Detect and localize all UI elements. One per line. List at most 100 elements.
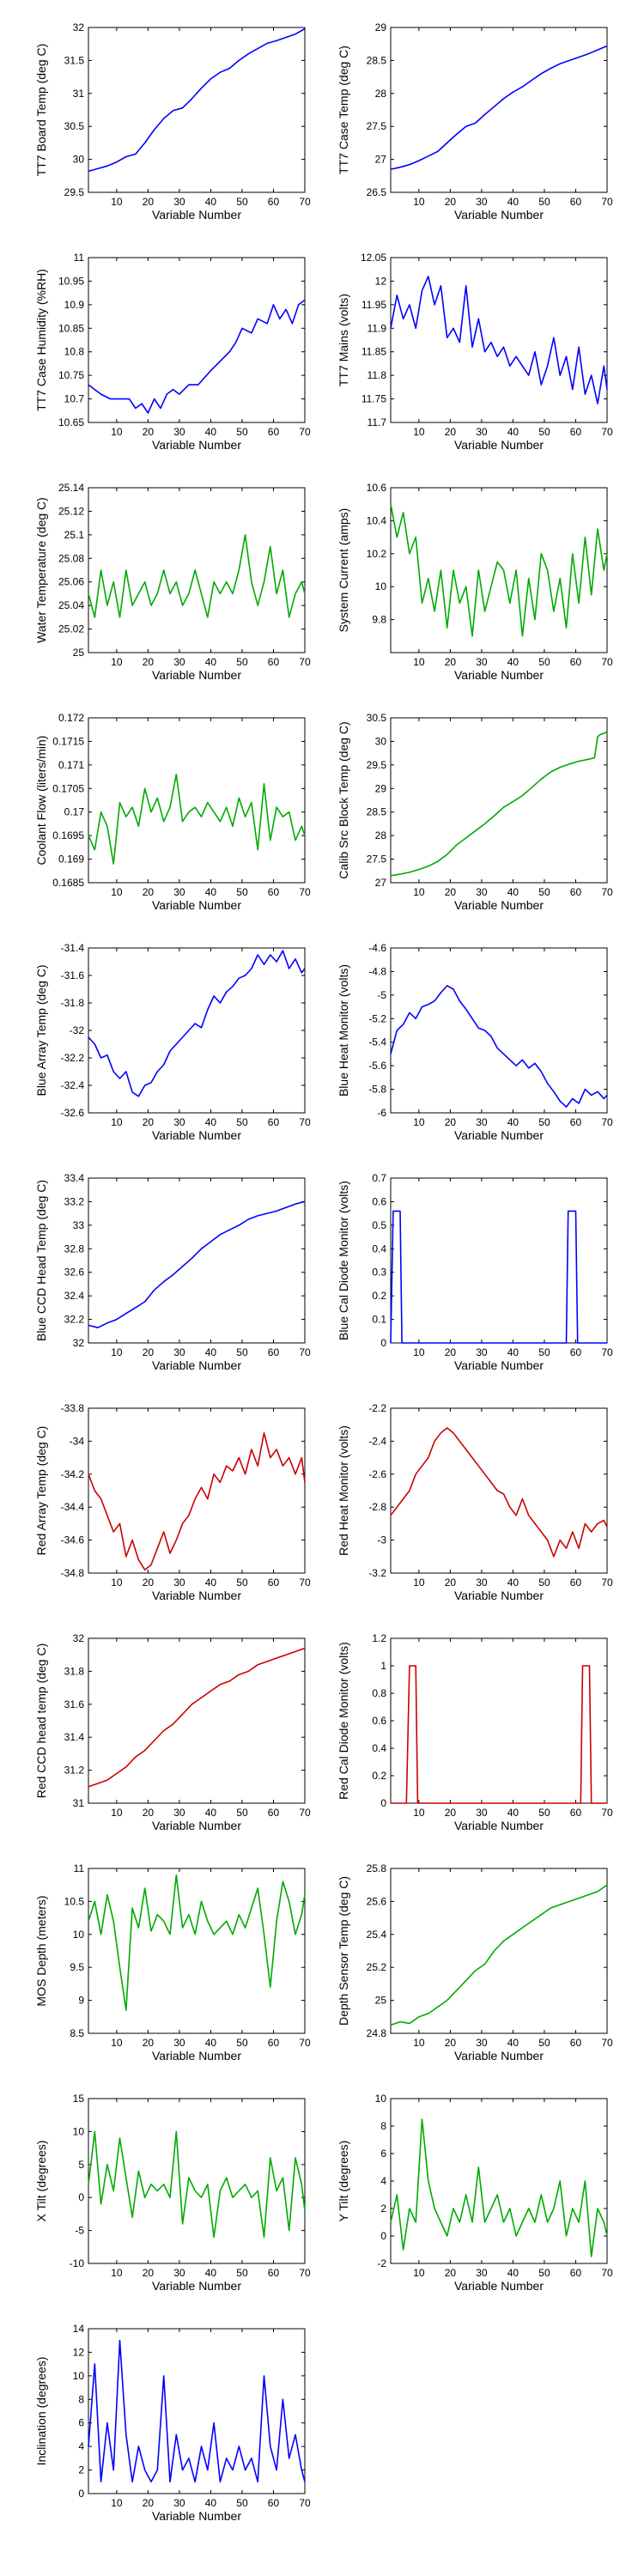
x-tick-label: 10 xyxy=(413,2037,425,2049)
x-tick-label: 70 xyxy=(601,886,613,898)
series-line xyxy=(390,45,608,170)
y-tick-label: 33.4 xyxy=(64,1172,85,1184)
x-tick-label: 40 xyxy=(205,2267,217,2279)
y-tick-label: 0.3 xyxy=(372,1267,386,1279)
y-tick-label: -2.2 xyxy=(368,1402,386,1414)
x-tick-label: 50 xyxy=(538,1577,550,1589)
x-tick-label: 40 xyxy=(205,1346,217,1358)
x-tick-label: 30 xyxy=(173,426,185,438)
y-tick-label: 31.6 xyxy=(64,1698,85,1710)
x-tick-label: 20 xyxy=(445,1577,457,1589)
y-tick-label: 0 xyxy=(380,2230,386,2242)
x-tick-label: 30 xyxy=(476,196,488,208)
plot-frame xyxy=(88,717,306,884)
x-tick-label: 30 xyxy=(476,656,488,668)
x-tick-label: 10 xyxy=(413,426,425,438)
x-tick-label: 10 xyxy=(413,1807,425,1819)
x-tick-label: 40 xyxy=(205,2497,217,2509)
x-tick-label: 70 xyxy=(299,886,311,898)
x-tick-label: 20 xyxy=(143,656,155,668)
y-tick-label: -3 xyxy=(377,1534,386,1546)
x-tick-label: 60 xyxy=(268,2267,280,2279)
y-tick-label: 2 xyxy=(78,2464,84,2476)
x-axis-label: Variable Number xyxy=(152,2509,241,2523)
x-tick-label: 60 xyxy=(268,1116,280,1128)
x-tick-label: 10 xyxy=(111,2037,123,2049)
y-tick-label: 0 xyxy=(380,1337,386,1349)
y-tick-label: -6 xyxy=(377,1107,386,1119)
y-tick-label: 0.172 xyxy=(58,712,84,724)
y-tick-label: -33.8 xyxy=(61,1402,85,1414)
plot-frame xyxy=(390,717,608,884)
y-tick-label: 28 xyxy=(375,829,387,841)
x-tick-label: 20 xyxy=(143,2497,155,2509)
x-tick-label: 30 xyxy=(476,886,488,898)
x-tick-label: 70 xyxy=(299,2497,311,2509)
y-tick-label: -34.8 xyxy=(61,1567,85,1579)
y-tick-label: 2 xyxy=(380,2202,386,2215)
y-tick-label: 0.7 xyxy=(372,1172,386,1184)
y-tick-label: 33 xyxy=(73,1219,85,1231)
x-axis-label: Variable Number xyxy=(152,1358,241,1372)
y-tick-label: 32.6 xyxy=(64,1267,85,1279)
y-tick-label: 10.5 xyxy=(64,1895,85,1907)
y-tick-label: 32 xyxy=(73,21,85,33)
x-tick-label: 10 xyxy=(413,886,425,898)
x-tick-label: 30 xyxy=(476,1346,488,1358)
x-axis-label: Variable Number xyxy=(152,208,241,222)
x-axis-label: Variable Number xyxy=(152,438,241,452)
y-tick-label: 10 xyxy=(73,2370,85,2382)
chart-panel-1: 10 20 30 40 50 60 70 29.5 30 30.5 31 31.5 32 Variable… xyxy=(34,21,311,222)
y-tick-label: 30 xyxy=(73,154,85,166)
x-tick-label: 20 xyxy=(445,886,457,898)
y-tick-label: 1 xyxy=(380,1660,386,1672)
chart-panel-7: 10 20 30 40 50 60 70 0.1685 0.169 0.1695 0.17 0.170… xyxy=(34,712,311,912)
y-tick-label: 11.8 xyxy=(368,369,387,381)
x-tick-label: 10 xyxy=(111,1116,123,1128)
y-tick-label: 15 xyxy=(73,2093,85,2105)
y-tick-label: 11.85 xyxy=(361,346,386,358)
y-tick-label: 28.5 xyxy=(367,806,387,818)
x-tick-label: 50 xyxy=(236,1346,248,1358)
y-tick-label: -4.6 xyxy=(368,942,386,954)
chart-panel-3: 10 20 30 40 50 60 70 10.65 10.7 10.75 10.8 10.85 10.… xyxy=(34,252,311,452)
y-tick-label: 25.02 xyxy=(58,623,84,635)
x-tick-label: 20 xyxy=(143,1577,155,1589)
y-tick-label: 0.2 xyxy=(372,1770,386,1782)
plot-frame xyxy=(390,257,608,423)
plot-frame xyxy=(88,27,306,193)
x-tick-label: 10 xyxy=(413,196,425,208)
x-tick-label: 40 xyxy=(507,1807,519,1819)
x-axis-label: Variable Number xyxy=(152,1589,241,1602)
y-tick-label: 29.5 xyxy=(64,186,85,198)
y-tick-label: 29 xyxy=(375,21,387,33)
y-tick-label: 5 xyxy=(78,2159,84,2171)
y-tick-label: 0.4 xyxy=(372,1742,386,1754)
y-tick-label: 0 xyxy=(78,2488,84,2500)
y-axis-label: Blue Array Temp (deg C) xyxy=(34,964,48,1096)
y-tick-label: 10 xyxy=(73,1929,85,1941)
series-line xyxy=(88,950,306,1097)
x-tick-label: 20 xyxy=(445,2267,457,2279)
y-tick-label: 12 xyxy=(73,2346,85,2358)
x-tick-label: 70 xyxy=(601,1807,613,1819)
x-axis-label: Variable Number xyxy=(454,1128,544,1142)
x-tick-label: 60 xyxy=(570,426,582,438)
plot-frame xyxy=(88,2098,306,2264)
x-tick-label: 30 xyxy=(173,1116,185,1128)
y-tick-label: 25 xyxy=(73,647,85,659)
y-axis-label: Red Array Temp (deg C) xyxy=(34,1426,48,1556)
y-tick-label: -5 xyxy=(377,989,386,1001)
chart-panel-14: 10 20 30 40 50 60 70 -3.2 -3 -2.8 -2.6 -2.4 -2.2 Vari… xyxy=(337,1402,613,1602)
series-line xyxy=(88,299,306,414)
y-tick-label: 9.8 xyxy=(372,614,386,626)
y-tick-label: 0.4 xyxy=(372,1242,386,1255)
y-axis-label: Red Heat Monitor (volts) xyxy=(337,1425,350,1556)
chart-panel-6: 10 20 30 40 50 60 70 9.8 10 10.2 10.4 10.6 Variable … xyxy=(337,482,613,682)
series-line xyxy=(88,1200,306,1328)
y-tick-label: 25.06 xyxy=(58,576,84,588)
x-tick-label: 70 xyxy=(601,1116,613,1128)
x-tick-label: 20 xyxy=(143,426,155,438)
x-tick-label: 50 xyxy=(236,2037,248,2049)
chart-panel-16: 10 20 30 40 50 60 70 0 0.2 0.4 0.6 0.8 1 1.2 Variable … xyxy=(337,1632,613,1832)
